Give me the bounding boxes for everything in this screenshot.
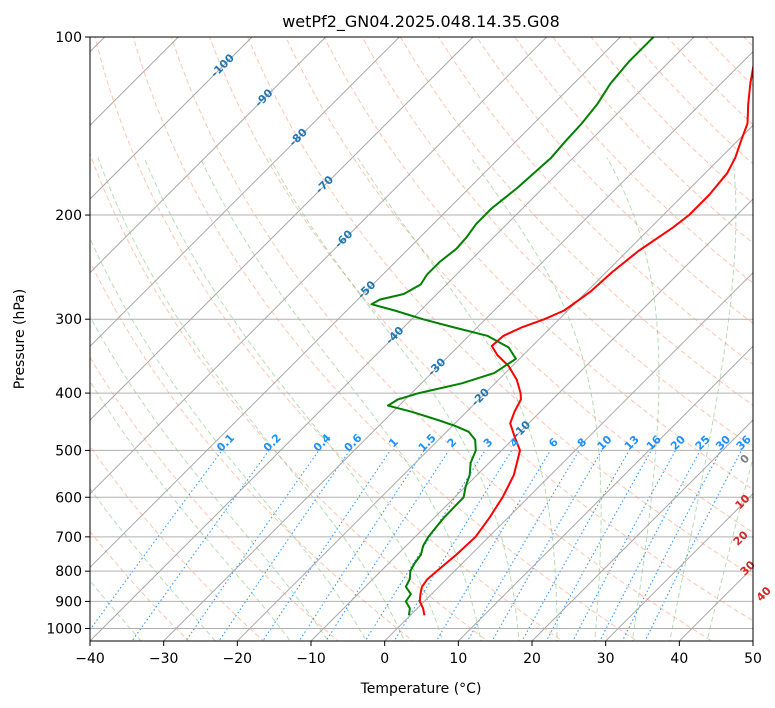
y-tick-label: 600 [55,490,82,506]
y-tick-label: 500 [55,443,82,459]
y-tick-label: 800 [55,564,82,580]
moist-adiabat [90,380,291,641]
moist-adiabat [706,456,753,641]
isotherm-gridline [236,124,753,641]
isotherm-gridline [384,271,753,641]
isotherm-gridline [90,37,548,495]
dry-adiabat [323,37,753,491]
moist-adiabat [669,157,737,641]
isotherm-gridline [163,50,753,641]
isotherm-gridline [90,37,400,348]
dry-adiabat [437,37,753,365]
y-tick-label: 400 [55,386,82,402]
isotherm-gridline [457,345,753,641]
dry-adiabat [399,37,753,407]
isotherm-gridline [90,37,474,421]
isotherm-gridline [90,37,327,274]
moist-adiabat [143,157,444,641]
moist-adiabat [269,157,520,641]
y-tick-label: 300 [55,312,82,328]
moist-adiabat [97,157,406,641]
x-tick-label: 30 [597,651,615,667]
chart-title: wetPf2_GN04.2025.048.14.35.G08 [282,12,560,32]
plot-frame [89,36,754,642]
isotherm-gridline [310,198,753,641]
x-tick-label: 0 [380,651,389,667]
isotherm-gridline [531,419,753,641]
y-axis: 100 200 300 400 500 600 700 800 900 1000 [46,30,90,637]
y-tick-label: 1000 [46,621,82,637]
dry-adiabat [170,37,713,641]
isotherm-gridline [90,37,695,641]
x-tick-label: 50 [744,651,762,667]
x-tick-label: −20 [223,651,253,667]
isotherm-gridline [90,37,253,200]
x-axis-title: Temperature (°C) [360,681,482,697]
isotherm-gridlines [90,37,753,641]
sounding-profiles [370,37,753,616]
y-tick-label: 200 [55,208,82,224]
moist-adiabat [90,236,367,641]
x-axis: −40 −30 −20 −10 0 10 20 30 40 50 [75,641,762,667]
x-tick-label: −30 [149,651,179,667]
y-tick-label: 900 [55,594,82,610]
isotherm-gridline [90,37,621,569]
x-tick-label: −10 [296,651,326,667]
temperature-profile [418,62,753,616]
dewpoint-profile [370,37,655,616]
x-tick-label: 10 [449,651,467,667]
moist-adiabat [199,157,482,641]
moist-adiabat [470,157,602,641]
dry-adiabat [90,530,190,641]
moist-adiabat [606,157,660,641]
x-tick-label: −40 [75,651,105,667]
x-tick-label: 20 [523,651,541,667]
x-tick-label: 40 [670,651,688,667]
isotherm-gridline [605,492,753,641]
y-axis-title: Pressure (hPa) [12,289,28,389]
y-tick-label: 700 [55,530,82,546]
y-tick-label: 100 [55,30,82,46]
